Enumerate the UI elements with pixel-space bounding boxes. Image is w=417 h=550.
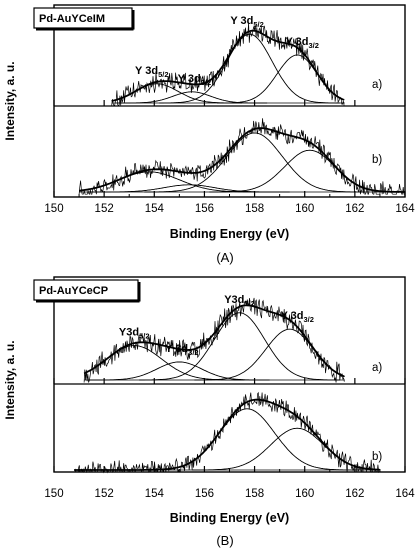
sample-label-box [33, 7, 133, 29]
panel-caption: (B) [216, 533, 233, 548]
peak-label-subscript: 5/2 [253, 20, 263, 29]
fit-envelope-line [83, 304, 345, 378]
fit-component-peak [144, 132, 365, 193]
peak-label: Y 3d5/2 [230, 15, 263, 29]
x-tick-label: 154 [145, 488, 165, 500]
peak-label-main: Y3d [224, 294, 244, 306]
y-axis-label: Intensity, a. u. [3, 61, 17, 140]
x-tick-label: 154 [145, 203, 165, 215]
subplot-label: b) [372, 451, 382, 463]
subplot-label: a) [372, 79, 382, 91]
chart-panel-1: Pd-AuYCeIM Intensity, a. u. 150 152 154 156 15… [3, 4, 415, 265]
x-tick-label: 164 [395, 203, 415, 215]
peak-label: Y 3d3/2 [280, 310, 313, 324]
subplot-label: b) [372, 154, 382, 166]
fit-component-peak [136, 408, 358, 471]
spectrum-data-line [83, 297, 345, 383]
x-tick-label: 150 [44, 203, 63, 215]
peak-label-main: Y 3d [285, 36, 308, 48]
x-tick-label: 150 [44, 488, 63, 500]
x-tick-label: 158 [245, 488, 264, 500]
x-tick-label: 164 [395, 488, 415, 500]
peak-label-main: Y 3d [230, 15, 253, 27]
peak-label: Y 3d3/2 [165, 343, 198, 357]
fit-component-peak [116, 91, 268, 104]
spectrum-data-line [74, 391, 380, 474]
peak-label-subscript: 3/2 [309, 41, 319, 50]
sample-label: Pd-AuYCeCP [39, 285, 108, 297]
peak-label: Y 3d3/2 [285, 36, 318, 50]
peak-label: Y3d5/2 [119, 327, 150, 341]
x-tick-label: 162 [345, 203, 364, 215]
peak-label: Y 3d5/2 [135, 65, 168, 79]
peak-label: Y 3d3/2 [178, 73, 211, 87]
x-tick-label: 156 [195, 203, 214, 215]
fit-envelope-line [78, 127, 405, 193]
x-tick-label: 162 [345, 488, 364, 500]
peak-label-subscript: 5/2 [139, 332, 149, 341]
fit-component-peak [79, 171, 270, 193]
fit-component-peak [217, 54, 345, 104]
x-tick-label: 158 [245, 203, 264, 215]
chart-panel-2: Pd-AuYCeCP Intensity, a. u. 150 152 154 156 15… [3, 276, 415, 548]
plot-frame [53, 4, 406, 198]
x-tick-label: 152 [95, 488, 114, 500]
fit-envelope-line [111, 29, 345, 102]
panel-caption: (A) [216, 250, 233, 265]
x-axis-label: Binding Energy (eV) [170, 511, 289, 525]
x-tick-label: 156 [195, 488, 214, 500]
y-axis-label: Intensity, a. u. [3, 340, 17, 419]
peak-label-subscript: 5/2 [244, 299, 254, 308]
x-tick-label: 152 [95, 203, 114, 215]
x-tick-label: 160 [295, 488, 314, 500]
peak-label-subscript: 3/2 [303, 315, 313, 324]
fit-component-peak [89, 361, 270, 381]
peak-label-main: Y3d [119, 327, 139, 339]
peak-label-subscript: 3/2 [188, 348, 198, 357]
fit-component-peak [139, 312, 340, 381]
sample-label-box [33, 279, 139, 301]
x-tick-label: 160 [295, 203, 314, 215]
x-axis-label: Binding Energy (eV) [170, 227, 289, 241]
fit-component-peak [89, 184, 290, 193]
fit-envelope-line [74, 398, 380, 471]
plot-frame [53, 276, 406, 473]
peak-label-main: Y 3d [280, 310, 303, 322]
peak-label-main: Y 3d [178, 73, 201, 85]
peak-label-main: Y 3d [165, 343, 188, 355]
subplot-label: a) [372, 362, 382, 374]
peak-label-subscript: 5/2 [158, 70, 168, 79]
peak-label: Y3d5/2 [224, 294, 255, 308]
peak-label-subscript: 3/2 [201, 78, 211, 87]
peak-label-main: Y 3d [135, 65, 158, 77]
sample-label: Pd-AuYCeIM [39, 13, 105, 25]
spectrum-data-line [78, 118, 405, 195]
